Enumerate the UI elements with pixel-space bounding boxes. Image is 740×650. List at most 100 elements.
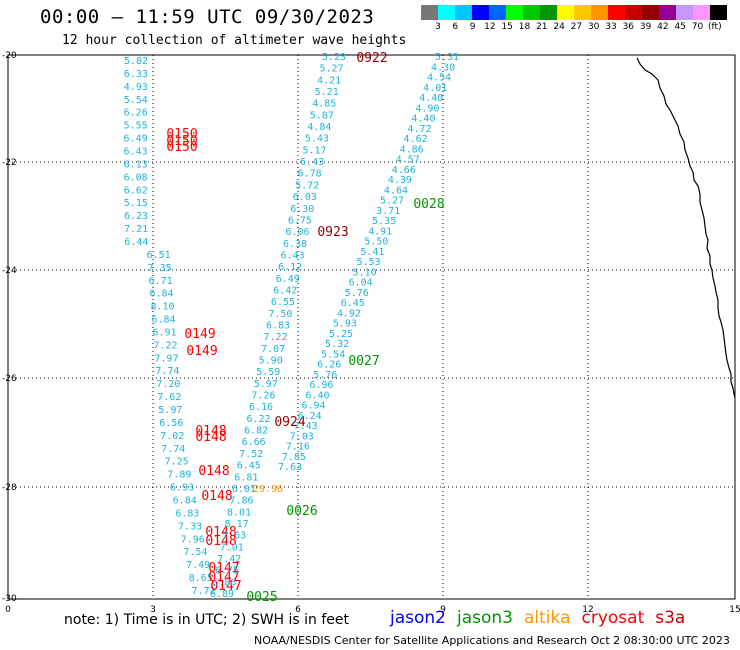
wave-height-label: 4.01 <box>423 83 447 94</box>
wave-height-label: 6.08 <box>124 172 148 183</box>
wave-height-label: 6.82 <box>244 426 268 437</box>
pass-time-label: 0027 <box>348 354 379 369</box>
color-scale-label: 30 <box>587 22 600 32</box>
color-swatch: #960096 <box>659 5 676 20</box>
x-tick-label: 12 <box>582 605 593 615</box>
wave-height-label: 7.97 <box>154 353 178 364</box>
wave-height-label: 5.54 <box>124 95 148 106</box>
wave-height-label: 6.44 <box>124 237 148 248</box>
wave-height-label: 5.97 <box>254 379 278 390</box>
wave-height-label: 5.55 <box>124 121 148 132</box>
chart-title: 00:00 – 11:59 UTC 09/30/2023 <box>40 6 375 28</box>
wave-height-label: 7.35 <box>148 263 172 274</box>
wave-height-label: 4.92 <box>337 308 361 319</box>
wave-height-label: 7.20 <box>156 379 180 390</box>
pass-time-label: 0147 <box>208 561 239 576</box>
wave-height-label: 4.84 <box>307 122 331 133</box>
wave-height-label: 6.71 <box>149 276 173 287</box>
satellite-legend-altika: altika <box>524 608 571 628</box>
color-scale-label: 24 <box>553 22 565 32</box>
pass-time-label: 0148 <box>205 534 236 549</box>
color-swatch: #777777 <box>421 5 438 20</box>
wave-height-label: 3.71 <box>376 206 400 217</box>
pass-time-label: 0150 <box>166 134 197 149</box>
color-scale-label: 70 <box>691 22 704 32</box>
wave-height-label: 6.30 <box>290 204 314 215</box>
y-tick-label: -26 <box>2 374 17 384</box>
wave-height-label: 7.21 <box>124 224 148 235</box>
pass-time-label: 0150 <box>166 127 197 142</box>
y-tick-label: -22 <box>2 158 17 168</box>
wave-height-label: 7.62 <box>157 392 181 403</box>
wave-height-label: 6.91 <box>152 327 176 338</box>
wave-height-label: 7.63 <box>278 462 302 473</box>
wave-height-label: 4.39 <box>388 175 412 186</box>
wave-height-label: 5.25 <box>329 329 353 340</box>
wave-height-label: 6.13 <box>124 159 148 170</box>
wave-height-label: 4.64 <box>384 185 408 196</box>
wave-height-label: 7.52 <box>239 449 263 460</box>
wave-height-label: 5.15 <box>124 198 148 209</box>
wave-height-label: 6.22 <box>246 414 270 425</box>
wave-height-label: 7.43 <box>294 421 318 432</box>
wave-height-label: 7.22 <box>153 340 177 351</box>
wave-height-label: 4.91 <box>368 226 392 237</box>
satellite-legend-cryosat: cryosat <box>581 608 645 628</box>
color-swatch: #009600 <box>540 5 557 20</box>
wave-height-label: 6.24 <box>298 411 322 422</box>
wave-height-label: 7.96 <box>181 534 205 545</box>
wave-height-label: 7.01 <box>220 542 244 553</box>
wave-height-label: 4.86 <box>400 144 424 155</box>
wave-height-label: 6.26 <box>124 108 148 119</box>
wave-height-label: 5.31 <box>435 52 459 63</box>
chart-subtitle: 12 hour collection of altimeter wave hei… <box>62 33 407 48</box>
wave-height-label: 7.85 <box>282 452 306 463</box>
wave-height-label: 5.76 <box>345 288 369 299</box>
pass-time-label: 0025 <box>246 590 277 605</box>
wave-height-label: 6.78 <box>298 169 322 180</box>
footer-credit: NOAA/NESDIS Center for Satellite Applica… <box>254 634 730 647</box>
wave-height-label: 6.56 <box>159 418 183 429</box>
y-tick-label: -28 <box>2 483 17 493</box>
wave-height-label: 5.41 <box>360 247 384 258</box>
axis-tick-labels: 0 3 6 9 12 15 -20 -22 -24 -26 -28 -30 <box>2 51 740 615</box>
color-scale-label: 9 <box>469 22 476 32</box>
x-tick-label: 15 <box>729 605 740 615</box>
wave-height-label: 7.72 <box>191 586 215 597</box>
pass-time-label: 0148 <box>201 489 232 504</box>
wave-height-label: 4.93 <box>124 82 148 93</box>
wave-height-label: 6.45 <box>341 298 365 309</box>
wave-height-label: 5.50 <box>364 237 388 248</box>
pass-time-label: 0924 <box>274 415 305 430</box>
color-scale-label: 42 <box>657 22 669 32</box>
wave-height-label: 4.40 <box>419 93 443 104</box>
wave-height-label: 8.65 <box>189 573 213 584</box>
wave-height-label: 7.74 <box>155 366 179 377</box>
color-scale-label: 33 <box>605 22 617 32</box>
wave-height-label: 4.21 <box>317 75 341 86</box>
wave-height-label: 5.72 <box>295 180 319 191</box>
wave-height-label: 6.33 <box>124 69 148 80</box>
wave-height-label: 7.42 <box>217 554 241 565</box>
wave-height-label: 6.93 <box>170 483 194 494</box>
satellite-legend-jason2: jason2 <box>390 608 446 628</box>
wave-height-label: 6.75 <box>215 566 239 577</box>
wave-height-label: 7.26 <box>251 391 275 402</box>
color-swatch: #ffff00 <box>557 5 574 20</box>
wave-height-label: 6.23 <box>124 211 148 222</box>
wave-height-highlight: 29.96 <box>253 484 283 495</box>
color-scale-label: 45 <box>674 22 686 32</box>
pass-time-label: 0148 <box>195 424 226 439</box>
wave-height-label: 5.21 <box>315 87 339 98</box>
wave-height-label: 7.16 <box>286 442 310 453</box>
color-scale-label: 6 <box>452 22 459 32</box>
wave-height-label: 6.89 <box>210 589 234 600</box>
x-tick-label: 9 <box>440 605 446 615</box>
wave-height-label: 5.90 <box>259 356 283 367</box>
wave-height-label: 7.25 <box>165 457 189 468</box>
wave-height-label: 6.83 <box>175 508 199 519</box>
wave-height-label: 7.07 <box>261 344 285 355</box>
color-scale-label: 18 <box>518 22 531 32</box>
color-scale-label: 15 <box>501 22 513 32</box>
pass-time-label: 0149 <box>184 327 215 342</box>
